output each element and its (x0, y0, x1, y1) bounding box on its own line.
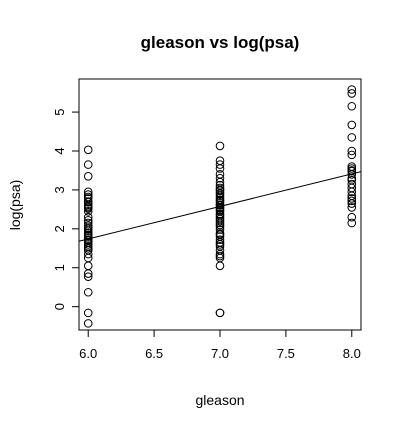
y-axis: 0 1 2 3 4 5 (52, 108, 79, 310)
data-point (216, 262, 224, 270)
x-axis: 6.0 6.5 7.0 7.5 8.0 (79, 330, 361, 361)
data-point (84, 146, 92, 154)
y-tick-label: 3 (52, 186, 67, 193)
y-tick-label: 5 (52, 108, 67, 115)
data-point (216, 309, 224, 317)
data-point (84, 288, 92, 296)
data-point (84, 161, 92, 169)
x-axis-label: gleason (195, 392, 244, 408)
y-axis-label: log(psa) (7, 180, 23, 231)
data-point (348, 121, 356, 129)
y-tick-label: 4 (52, 147, 67, 154)
data-point (84, 172, 92, 180)
x-tick-label: 8.0 (343, 346, 361, 361)
chart-title: gleason vs log(psa) (141, 33, 300, 52)
y-tick-label: 1 (52, 264, 67, 271)
data-point (348, 213, 356, 221)
data-point (348, 102, 356, 110)
x-tick-label: 7.0 (211, 346, 229, 361)
data-point (84, 309, 92, 317)
x-tick-label: 7.5 (277, 346, 295, 361)
data-point (216, 241, 224, 249)
y-tick-label: 0 (52, 303, 67, 310)
data-point (84, 262, 92, 270)
data-point (348, 134, 356, 142)
data-point (216, 142, 224, 150)
x-tick-label: 6.5 (145, 346, 163, 361)
x-tick-label: 6.0 (79, 346, 97, 361)
data-point (216, 252, 224, 260)
y-tick-label: 2 (52, 225, 67, 232)
data-point (84, 320, 92, 328)
